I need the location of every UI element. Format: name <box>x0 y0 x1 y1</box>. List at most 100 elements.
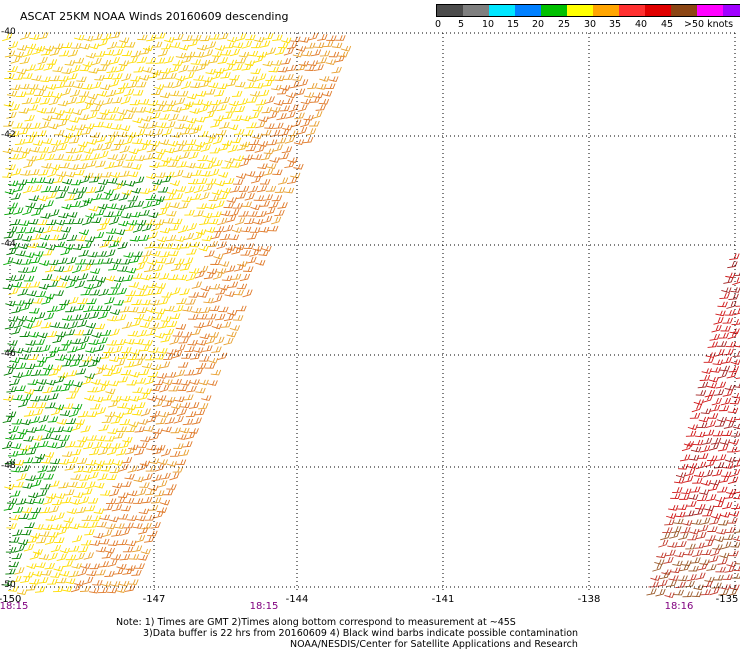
wind-barb <box>106 447 118 456</box>
wind-barb <box>219 96 231 104</box>
legend-swatch <box>723 5 740 16</box>
wind-barb <box>273 100 285 106</box>
wind-barb <box>21 507 33 514</box>
wind-barb <box>280 85 291 91</box>
wind-barb <box>27 266 38 273</box>
wind-barb <box>724 457 736 463</box>
wind-barb <box>219 122 230 129</box>
wind-barb <box>211 51 223 57</box>
wind-barb <box>147 231 158 240</box>
wind-barb <box>133 338 144 345</box>
wind-barb <box>729 328 740 335</box>
wind-barb <box>16 179 28 185</box>
wind-barb <box>202 212 213 219</box>
wind-barb <box>48 234 60 241</box>
wind-barb <box>188 151 199 160</box>
wind-barb <box>135 106 147 113</box>
wind-barb <box>714 536 725 543</box>
wind-barb <box>20 303 31 311</box>
wind-barb <box>52 176 64 183</box>
wind-barb <box>25 43 37 50</box>
wind-barb <box>117 539 128 546</box>
wind-barb <box>58 186 70 192</box>
wind-barb <box>204 111 215 119</box>
wind-barb <box>724 384 735 391</box>
wind-barb <box>186 385 197 393</box>
wind-barb <box>84 505 96 512</box>
wind-barb <box>182 306 193 312</box>
wind-barb <box>723 276 734 284</box>
wind-barb <box>3 231 15 239</box>
wind-barb <box>150 497 162 504</box>
wind-barb <box>220 187 232 194</box>
wind-barb <box>144 265 155 273</box>
wind-barb <box>75 506 87 514</box>
wind-barb <box>7 340 18 346</box>
wind-barb <box>111 367 123 375</box>
wind-barb <box>284 161 295 168</box>
wind-barb <box>177 385 188 391</box>
wind-barb <box>113 412 125 419</box>
wind-barb <box>119 306 130 313</box>
wind-barb <box>33 361 45 367</box>
wind-barb <box>158 273 170 280</box>
wind-barb <box>677 463 689 470</box>
wind-barb <box>22 49 34 58</box>
wind-barb <box>113 160 124 168</box>
wind-barb <box>12 506 24 513</box>
wind-barb <box>187 339 198 346</box>
wind-barb <box>120 528 131 536</box>
wind-barb <box>123 113 134 119</box>
wind-barb <box>676 541 687 548</box>
wind-barb <box>257 163 268 170</box>
wind-barb <box>165 234 177 242</box>
wind-barb <box>33 385 44 392</box>
wind-barb <box>261 245 272 252</box>
wind-barb <box>128 444 139 451</box>
wind-barb <box>648 581 659 588</box>
wind-barb <box>87 251 98 258</box>
wind-barb <box>93 508 105 514</box>
wind-barb <box>217 83 228 90</box>
wind-barb <box>32 435 43 441</box>
wind-barb <box>185 298 196 305</box>
wind-barb <box>699 374 711 381</box>
wind-barb <box>174 236 186 242</box>
wind-barb <box>195 116 206 123</box>
wind-barb <box>229 208 240 217</box>
wind-barb <box>247 76 258 82</box>
wind-barb <box>711 513 722 520</box>
wind-barb <box>60 360 72 367</box>
wind-barb <box>117 266 128 272</box>
wind-barb <box>256 210 267 218</box>
wind-barb <box>671 526 682 534</box>
wind-barb <box>157 49 169 57</box>
wind-barb <box>5 547 17 553</box>
wind-barb <box>154 219 165 225</box>
time-label: 18:16 <box>664 601 694 612</box>
legend-swatch <box>489 5 515 16</box>
wind-barb <box>79 175 91 184</box>
wind-barb <box>94 185 106 193</box>
wind-barb <box>2 33 13 42</box>
wind-barb <box>31 47 43 55</box>
wind-barb <box>8 153 19 160</box>
wind-barb <box>156 373 168 379</box>
wind-barb <box>231 247 242 255</box>
wind-barb <box>76 343 87 351</box>
wind-barb <box>68 164 79 170</box>
wind-barb <box>87 359 99 368</box>
wind-barb <box>161 157 172 163</box>
wind-barb <box>161 43 172 50</box>
wind-barb <box>218 33 229 40</box>
wind-barb <box>250 68 261 75</box>
wind-barb <box>111 236 123 243</box>
lon-label: -144 <box>285 594 309 605</box>
wind-barb <box>213 115 224 122</box>
wind-barb <box>723 534 734 540</box>
wind-barb <box>29 442 40 449</box>
wind-barb <box>20 282 32 289</box>
wind-barb <box>44 153 55 161</box>
wind-barb <box>681 488 692 495</box>
wind-barb <box>265 207 276 215</box>
